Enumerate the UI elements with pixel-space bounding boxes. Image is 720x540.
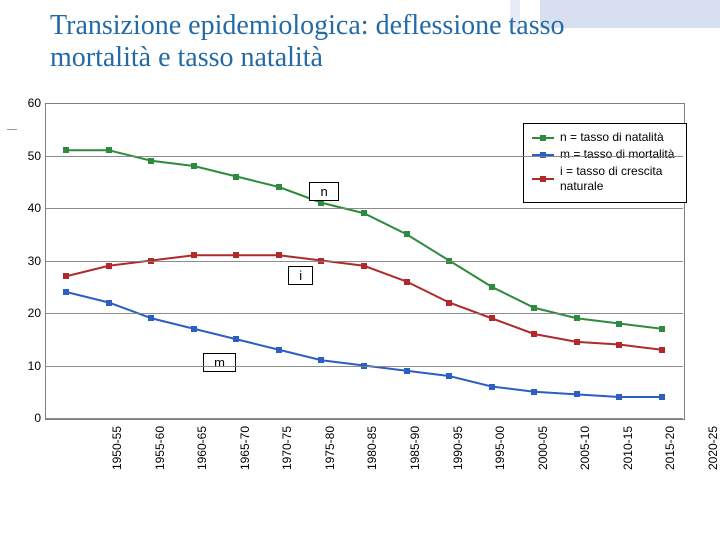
data-point-n (489, 284, 495, 290)
data-point-m (106, 300, 112, 306)
data-point-m (404, 368, 410, 374)
data-point-n (616, 321, 622, 327)
grid-line (45, 156, 683, 157)
data-point-n (191, 163, 197, 169)
data-point-i (361, 263, 367, 269)
data-point-n (659, 326, 665, 332)
data-point-m (446, 373, 452, 379)
data-point-n (148, 158, 154, 164)
legend-label: m = tasso di mortalità (560, 147, 674, 162)
data-point-i (191, 252, 197, 258)
x-tick-label: 2020-25 (706, 426, 720, 476)
data-point-n (276, 184, 282, 190)
data-point-m (233, 336, 239, 342)
data-point-m (616, 394, 622, 400)
data-point-i (446, 300, 452, 306)
grid-line (45, 418, 683, 419)
data-point-i (574, 339, 580, 345)
slide-title: Transizione epidemiologica: deflessione … (50, 10, 670, 74)
grid-line (45, 208, 683, 209)
data-point-n (574, 315, 580, 321)
series-line-i (66, 255, 661, 350)
data-point-m (531, 389, 537, 395)
inline-label-m: m (203, 353, 236, 372)
grid-line (45, 103, 683, 104)
decorative-tick (7, 129, 17, 131)
legend-item-n: n = tasso di natalità (532, 130, 678, 145)
data-point-i (106, 263, 112, 269)
grid-line (45, 261, 683, 262)
data-point-i (404, 279, 410, 285)
series-line-m (66, 292, 661, 397)
data-point-n (233, 174, 239, 180)
data-point-i (276, 252, 282, 258)
data-point-n (106, 147, 112, 153)
inline-label-i: i (288, 266, 313, 285)
legend-label: n = tasso di natalità (560, 130, 664, 145)
data-point-i (489, 315, 495, 321)
legend-item-i: i = tasso di crescita naturale (532, 164, 678, 194)
data-point-i (659, 347, 665, 353)
data-point-m (318, 357, 324, 363)
data-point-m (574, 391, 580, 397)
data-point-m (489, 384, 495, 390)
legend-item-m: m = tasso di mortalità (532, 147, 678, 162)
data-point-m (659, 394, 665, 400)
data-point-m (276, 347, 282, 353)
inline-label-n: n (309, 182, 338, 201)
data-point-i (531, 331, 537, 337)
data-point-i (616, 342, 622, 348)
chart-legend: n = tasso di natalità m = tasso di mortal… (523, 123, 687, 203)
data-point-n (361, 210, 367, 216)
data-point-n (531, 305, 537, 311)
data-point-n (63, 147, 69, 153)
data-point-m (63, 289, 69, 295)
data-point-n (404, 231, 410, 237)
data-point-m (148, 315, 154, 321)
grid-line (45, 366, 683, 367)
data-point-m (191, 326, 197, 332)
data-point-i (233, 252, 239, 258)
data-point-i (63, 273, 69, 279)
grid-line (45, 313, 683, 314)
chart: 0102030405060 1950-551955-601960-651965-… (5, 95, 715, 535)
legend-label: i = tasso di crescita naturale (560, 164, 678, 194)
